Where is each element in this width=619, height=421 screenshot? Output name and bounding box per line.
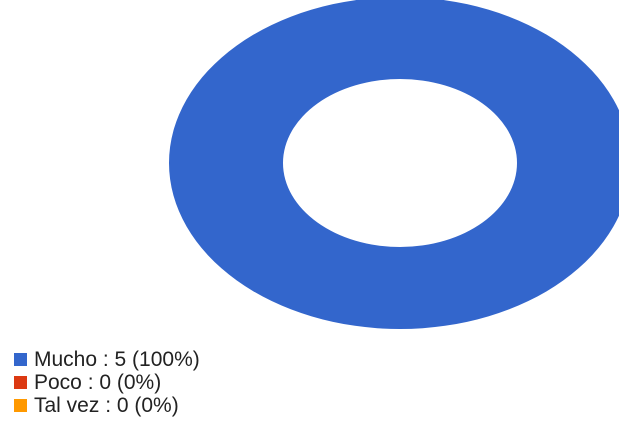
legend-label-mucho: Mucho : 5 (100%) xyxy=(34,348,200,371)
legend-swatch-tal-vez xyxy=(14,399,27,412)
legend-item-tal-vez: Tal vez : 0 (0%) xyxy=(14,394,200,417)
legend-swatch-mucho xyxy=(14,353,27,366)
legend-item-mucho: Mucho : 5 (100%) xyxy=(14,348,200,371)
legend-swatch-poco xyxy=(14,376,27,389)
donut-slice-mucho xyxy=(169,0,619,329)
legend-item-poco: Poco : 0 (0%) xyxy=(14,371,200,394)
donut-slices xyxy=(169,0,619,329)
chart-legend: Mucho : 5 (100%) Poco : 0 (0%) Tal vez :… xyxy=(14,348,200,417)
legend-label-tal-vez: Tal vez : 0 (0%) xyxy=(34,394,179,417)
legend-label-poco: Poco : 0 (0%) xyxy=(34,371,162,394)
